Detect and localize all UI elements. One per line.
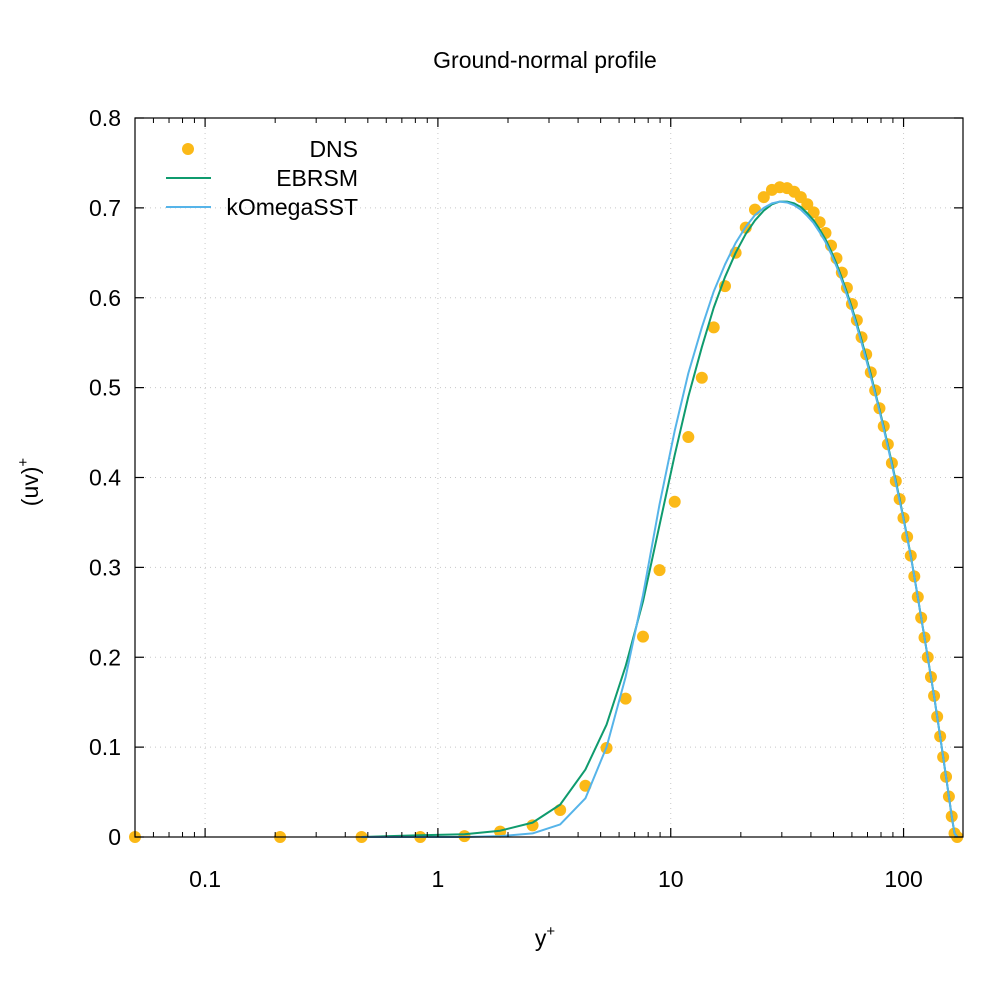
- data-point-dns: [619, 692, 632, 705]
- series-line-komegasst: [361, 200, 959, 838]
- data-point-dns: [707, 321, 720, 334]
- plot-frame: [134, 117, 964, 838]
- x-axis-label: y+: [535, 923, 556, 951]
- y-tick-label: 0.7: [89, 195, 121, 221]
- legend-label-ebrsm: EBRSM: [276, 165, 358, 191]
- legend-sample-dns: [182, 143, 194, 155]
- legend-label-komegasst: kOmegaSST: [226, 194, 358, 220]
- data-point-dns: [554, 804, 567, 817]
- y-axis-label-sup: +: [15, 458, 32, 467]
- y-tick-label: 0.8: [89, 105, 121, 131]
- y-tick-label: 0: [108, 824, 121, 850]
- data-point-dns: [682, 431, 695, 444]
- x-axis-label-main: y: [535, 925, 547, 951]
- grid: [135, 118, 963, 837]
- x-tick-label: 0.1: [189, 866, 221, 892]
- data-point-dns: [801, 198, 814, 211]
- axis-tick-labels: 0 0.1 0.2 0.3 0.4 0.5 0.6 0.7 0.8 0.1 1 10 100: [89, 105, 923, 892]
- y-tick-label: 0.2: [89, 644, 121, 670]
- axis-ticks: [135, 117, 963, 838]
- y-tick-label: 0.3: [89, 554, 121, 580]
- chart-title: Ground-normal profile: [433, 47, 657, 73]
- legend: DNS EBRSM kOmegaSST: [166, 136, 358, 220]
- y-tick-label: 0.4: [89, 465, 121, 491]
- x-tick-label: 100: [884, 866, 922, 892]
- legend-label-dns: DNS: [309, 136, 358, 162]
- y-axis-label-main: (uv): [17, 467, 43, 507]
- data-point-dns: [807, 206, 820, 219]
- y-tick-label: 0.6: [89, 285, 121, 311]
- x-axis-label-sup: +: [546, 923, 555, 940]
- x-tick-label: 1: [432, 866, 445, 892]
- data-point-dns: [668, 495, 681, 508]
- y-axis-label: (uv)+: [15, 458, 43, 507]
- data-point-dns: [636, 630, 649, 643]
- data-point-dns: [526, 819, 539, 832]
- data-point-dns: [757, 191, 770, 204]
- y-tick-label: 0.5: [89, 375, 121, 401]
- plot-series: [129, 181, 964, 843]
- data-point-dns: [653, 564, 666, 577]
- data-point-dns: [695, 371, 708, 384]
- x-tick-label: 10: [658, 866, 684, 892]
- series-line-ebrsm: [361, 200, 959, 838]
- series-points-dns: [129, 181, 964, 843]
- y-tick-label: 0.1: [89, 734, 121, 760]
